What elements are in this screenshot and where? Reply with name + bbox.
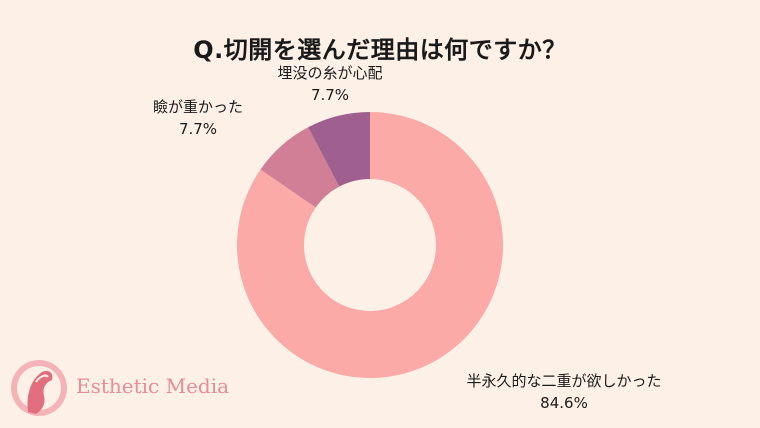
slice-label-text: 瞼が重かった — [152, 98, 243, 116]
slice-label-heavy-eyelid: 瞼が重かった 7.7% — [138, 96, 258, 140]
donut-slice-1 — [260, 127, 340, 208]
chart-title: Q.切開を選んだ理由は何ですか？ — [193, 36, 567, 64]
slice-label-thread: 埋没の糸が心配 7.7% — [255, 62, 405, 106]
esthetic-media-logo: Esthetic Media — [6, 352, 246, 422]
donut-slice-0 — [237, 112, 504, 378]
slice-label-value: 7.7% — [178, 120, 218, 138]
donut-slice-2 — [308, 112, 370, 187]
logo-text: Esthetic Media — [76, 374, 230, 398]
slice-label-large: 半永久的な二重が欲しかった 84.6% — [448, 370, 680, 414]
slice-label-value: 7.7% — [310, 86, 350, 104]
logo-mark-icon — [11, 360, 67, 416]
slice-label-text: 埋没の糸が心配 — [277, 64, 383, 82]
slice-label-text: 半永久的な二重が欲しかった — [466, 372, 662, 390]
slice-label-value: 84.6% — [540, 394, 588, 412]
